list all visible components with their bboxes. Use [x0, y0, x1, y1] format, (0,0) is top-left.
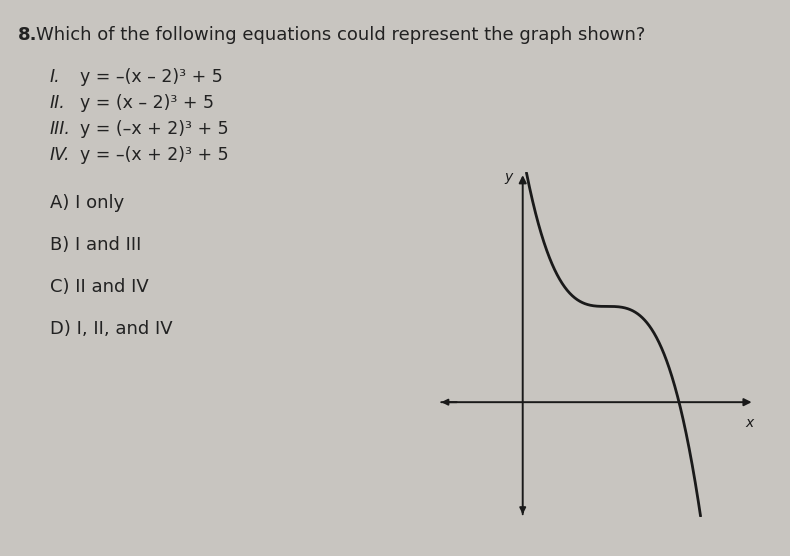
- Text: 8.: 8.: [18, 26, 37, 44]
- Text: y = –(x + 2)³ + 5: y = –(x + 2)³ + 5: [80, 146, 228, 164]
- Text: I.: I.: [50, 68, 61, 86]
- Text: IV.: IV.: [50, 146, 70, 164]
- Text: III.: III.: [50, 120, 71, 138]
- Text: C) II and IV: C) II and IV: [50, 278, 149, 296]
- Text: Which of the following equations could represent the graph shown?: Which of the following equations could r…: [36, 26, 645, 44]
- Text: II.: II.: [50, 94, 66, 112]
- Text: y = (–x + 2)³ + 5: y = (–x + 2)³ + 5: [80, 120, 228, 138]
- Text: $y$: $y$: [503, 171, 514, 186]
- Text: B) I and III: B) I and III: [50, 236, 141, 254]
- Text: A) I only: A) I only: [50, 194, 124, 212]
- Text: D) I, II, and IV: D) I, II, and IV: [50, 320, 173, 338]
- Text: y = –(x – 2)³ + 5: y = –(x – 2)³ + 5: [80, 68, 223, 86]
- Text: $x$: $x$: [745, 415, 755, 430]
- Text: y = (x – 2)³ + 5: y = (x – 2)³ + 5: [80, 94, 214, 112]
